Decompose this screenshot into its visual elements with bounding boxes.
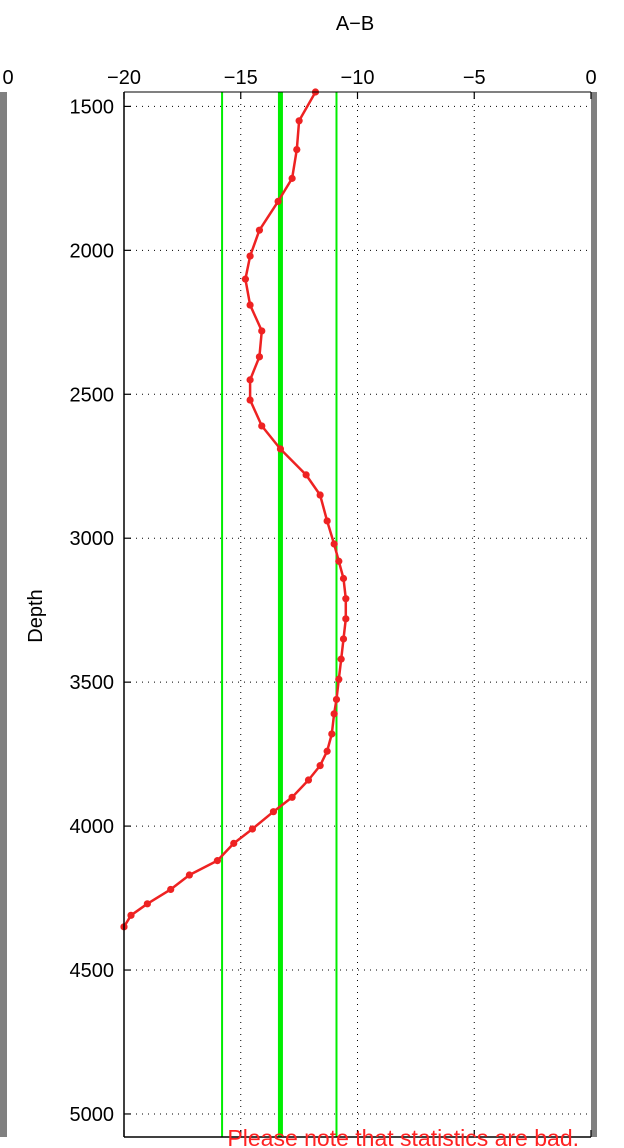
data-point (213, 857, 221, 865)
y-tick-label: 2000 (70, 240, 115, 262)
x-tick-label: −15 (224, 67, 258, 89)
data-point (316, 762, 324, 770)
data-point (246, 376, 254, 384)
y-tick-label: 5000 (70, 1104, 115, 1126)
data-point (323, 517, 331, 525)
data-point (330, 710, 338, 718)
data-point (342, 615, 350, 623)
y-tick-label: 3500 (70, 672, 115, 694)
x-tick-label: −10 (341, 67, 375, 89)
data-point (304, 776, 313, 784)
y-tick-label: 1500 (70, 96, 115, 118)
axis-ticks: −20 −15 −10 −5 0 1500 2000 2500 3000 3500 4000 4500… (70, 67, 597, 1137)
x-tick-label: −20 (107, 67, 141, 89)
data-point (328, 730, 336, 738)
reference-lines (221, 92, 338, 1137)
data-point (276, 445, 285, 453)
data-point (274, 197, 282, 205)
y-tick-label: 3000 (70, 528, 115, 550)
data-point (316, 491, 324, 499)
data-point (246, 252, 254, 260)
x-tick-label: 0 (585, 67, 596, 89)
y-axis-label: Depth (25, 589, 47, 642)
y-tick-label: 2500 (70, 384, 115, 406)
grid-layer (124, 92, 591, 1137)
data-point (127, 911, 135, 919)
data-point (255, 226, 264, 234)
left-panel-edge (0, 92, 7, 1137)
y-tick-label: 4500 (70, 960, 115, 982)
data-point (258, 422, 266, 430)
data-point (295, 117, 303, 125)
data-point (248, 825, 257, 833)
data-point (258, 327, 266, 335)
data-point (332, 695, 341, 704)
data-point (143, 900, 151, 908)
statistics-warning-annotation: Please note that statistics are bad. (227, 1125, 579, 1148)
data-point (339, 635, 348, 643)
series-layer (120, 88, 350, 931)
data-point (335, 557, 343, 565)
data-point (335, 675, 343, 683)
data-point (167, 885, 175, 894)
left-panel-tick-label: 0 (2, 67, 13, 89)
axis-right-bar (591, 92, 597, 1137)
chart-title: A−B (336, 13, 374, 35)
data-point (269, 808, 278, 816)
data-point (337, 655, 345, 663)
data-point (288, 174, 296, 182)
data-point (323, 747, 331, 755)
data-point (255, 353, 264, 361)
data-point (246, 396, 254, 404)
data-point (339, 574, 348, 583)
data-point (342, 595, 350, 603)
data-point (230, 839, 238, 847)
data-point (246, 301, 254, 309)
x-tick-label: −5 (463, 67, 486, 89)
data-point (330, 540, 338, 548)
data-point (302, 471, 310, 479)
data-point (288, 793, 296, 801)
data-point (185, 871, 193, 879)
y-tick-label: 4000 (70, 816, 115, 838)
series-line (122, 91, 348, 928)
data-point (293, 145, 301, 154)
data-point (241, 275, 250, 283)
